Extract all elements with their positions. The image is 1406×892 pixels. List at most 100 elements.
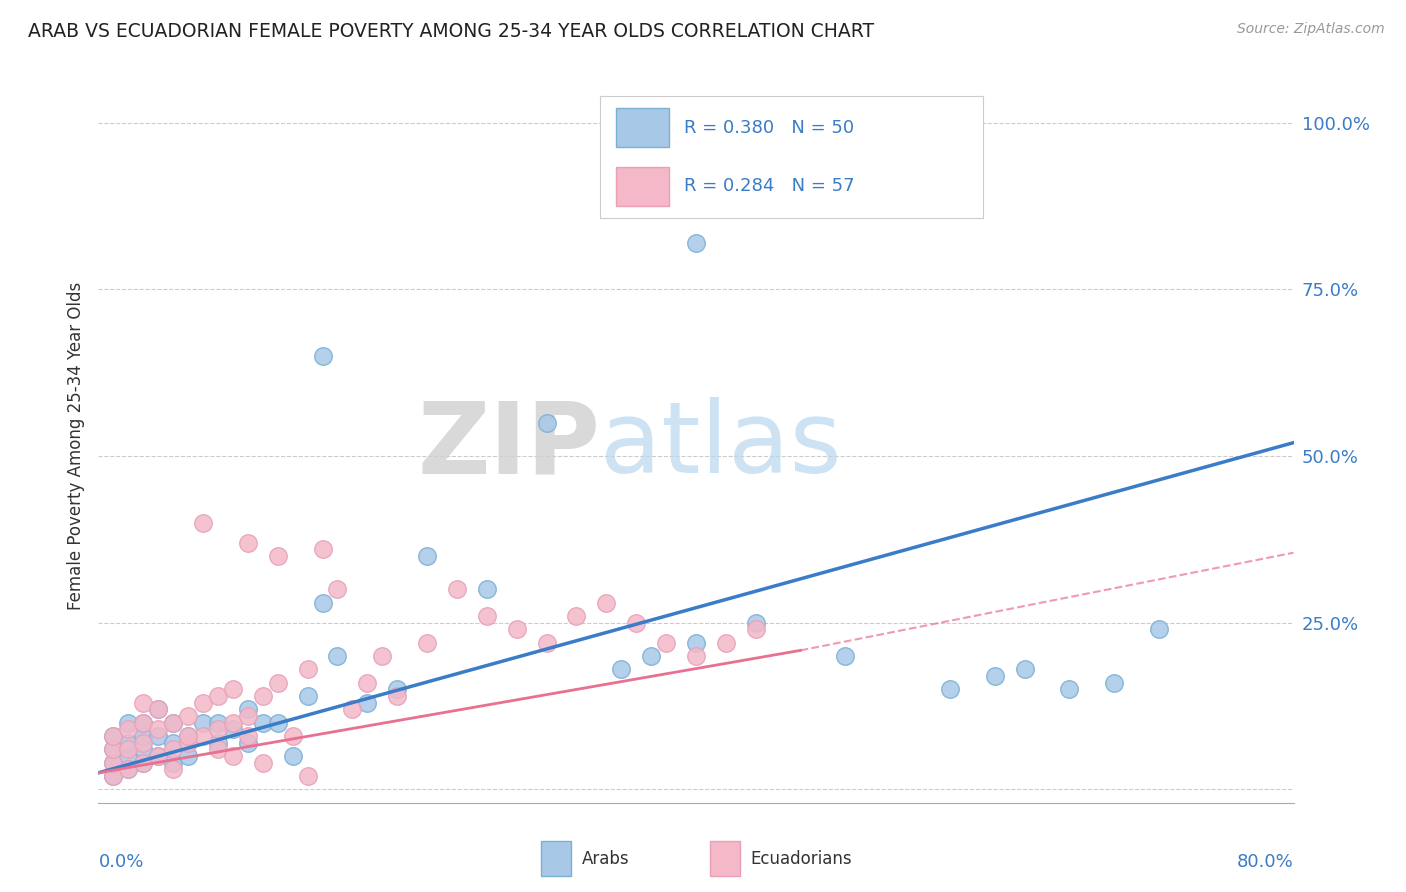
Point: [267, 715, 290, 730]
Point: [103, 742, 125, 756]
Point: [595, 596, 617, 610]
Point: [356, 675, 378, 690]
Text: 80.0%: 80.0%: [1237, 853, 1294, 871]
Point: [162, 742, 184, 756]
Point: [207, 736, 229, 750]
Point: [655, 636, 678, 650]
Point: [475, 609, 498, 624]
Point: [1059, 682, 1081, 697]
Point: [177, 729, 200, 743]
Point: [267, 675, 290, 690]
Bar: [541, 841, 571, 876]
Point: [117, 763, 139, 777]
Point: [252, 715, 274, 730]
Point: [103, 769, 125, 783]
Point: [177, 736, 200, 750]
Point: [834, 649, 856, 664]
Point: [222, 682, 245, 697]
Point: [475, 582, 498, 597]
Point: [385, 682, 409, 697]
Point: [311, 349, 333, 363]
Point: [148, 702, 170, 716]
Text: Source: ZipAtlas.com: Source: ZipAtlas.com: [1237, 22, 1385, 37]
Point: [685, 636, 707, 650]
Point: [132, 756, 155, 770]
Point: [416, 549, 439, 563]
Point: [536, 636, 558, 650]
Point: [207, 689, 229, 703]
Point: [207, 742, 229, 756]
Point: [311, 542, 333, 557]
Point: [148, 729, 170, 743]
Point: [1014, 662, 1036, 676]
Point: [745, 615, 768, 630]
Point: [207, 723, 229, 737]
Point: [446, 582, 468, 597]
Point: [416, 636, 439, 650]
Point: [148, 749, 170, 764]
Point: [132, 715, 155, 730]
Point: [939, 682, 962, 697]
Point: [191, 516, 214, 530]
Point: [177, 749, 200, 764]
Point: [297, 769, 319, 783]
Point: [103, 756, 125, 770]
Point: [162, 715, 184, 730]
Point: [117, 742, 139, 756]
Point: [252, 689, 274, 703]
Point: [236, 729, 259, 743]
Point: [191, 729, 214, 743]
Text: ZIP: ZIP: [418, 398, 600, 494]
Point: [371, 649, 394, 664]
Point: [103, 756, 125, 770]
Text: Ecuadorians: Ecuadorians: [751, 849, 852, 868]
Point: [132, 729, 155, 743]
Y-axis label: Female Poverty Among 25-34 Year Olds: Female Poverty Among 25-34 Year Olds: [66, 282, 84, 610]
Point: [281, 749, 304, 764]
Point: [222, 723, 245, 737]
Point: [191, 715, 214, 730]
Point: [342, 702, 364, 716]
Point: [385, 689, 409, 703]
Point: [162, 763, 184, 777]
Point: [252, 756, 274, 770]
Point: [103, 769, 125, 783]
Point: [326, 649, 349, 664]
Text: atlas: atlas: [600, 398, 842, 494]
Point: [103, 729, 125, 743]
Point: [222, 749, 245, 764]
Point: [714, 636, 737, 650]
Point: [1147, 623, 1170, 637]
Point: [1104, 675, 1126, 690]
Text: 0.0%: 0.0%: [98, 853, 143, 871]
Point: [297, 689, 319, 703]
Point: [624, 615, 647, 630]
Point: [117, 763, 139, 777]
Point: [103, 729, 125, 743]
Point: [117, 723, 139, 737]
Point: [117, 749, 139, 764]
Point: [132, 756, 155, 770]
Point: [132, 715, 155, 730]
Point: [132, 742, 155, 756]
Point: [236, 709, 259, 723]
Point: [536, 416, 558, 430]
Point: [148, 723, 170, 737]
Point: [103, 742, 125, 756]
Point: [162, 736, 184, 750]
Point: [132, 736, 155, 750]
Point: [297, 662, 319, 676]
Point: [281, 729, 304, 743]
Point: [132, 696, 155, 710]
Point: [207, 715, 229, 730]
Point: [148, 702, 170, 716]
Point: [148, 749, 170, 764]
Point: [162, 715, 184, 730]
Point: [177, 709, 200, 723]
Point: [177, 729, 200, 743]
Point: [610, 662, 633, 676]
Point: [311, 596, 333, 610]
Point: [326, 582, 349, 597]
Point: [506, 623, 529, 637]
Point: [983, 669, 1005, 683]
